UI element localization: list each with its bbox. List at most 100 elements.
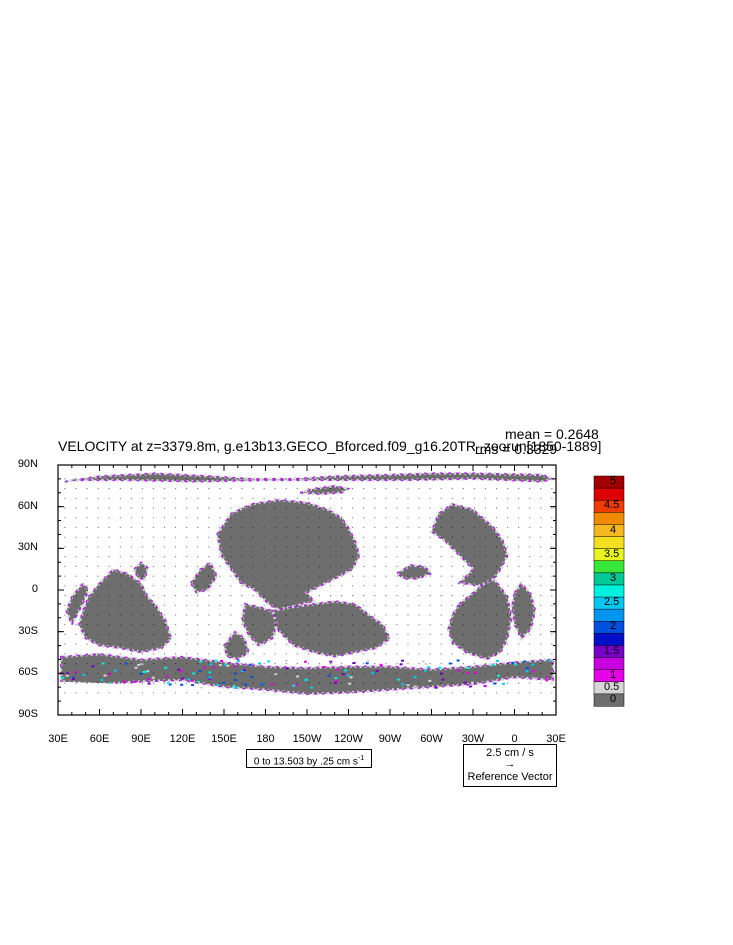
vector-arrow xyxy=(419,624,420,625)
vector-arrow xyxy=(441,508,442,509)
vector-arrow xyxy=(241,488,242,489)
vector-arrow xyxy=(131,634,132,635)
vector-arrow xyxy=(241,653,242,654)
vector-arrow xyxy=(452,546,453,547)
vector-arrow xyxy=(407,498,408,499)
vector-arrow xyxy=(153,488,154,489)
vector-arrow xyxy=(109,614,110,615)
vector-arrow xyxy=(109,508,110,509)
vector-arrow xyxy=(75,644,76,645)
vector-arrow xyxy=(175,537,176,538)
southern-ocean-speckle xyxy=(167,682,170,684)
vector-arrow xyxy=(496,527,497,528)
vector-arrow xyxy=(286,644,287,645)
vector-arrow xyxy=(496,566,497,567)
vector-arrow xyxy=(297,653,298,654)
vector-arrow xyxy=(275,673,276,674)
vector-arrow xyxy=(385,498,386,499)
vector-arrow xyxy=(441,614,442,615)
colorbar-label: 1.5 xyxy=(604,645,619,657)
vector-arrow xyxy=(396,614,397,615)
vector-arrow xyxy=(275,488,276,489)
vector-arrow xyxy=(518,576,519,577)
vector-arrow xyxy=(463,537,464,538)
vector-arrow xyxy=(297,576,298,577)
vector-arrow xyxy=(164,537,165,538)
vector-arrow xyxy=(253,653,254,654)
vector-arrow xyxy=(496,634,497,635)
colorbar-swatch xyxy=(594,658,624,670)
southern-ocean-speckle xyxy=(496,660,499,662)
vector-arrow xyxy=(208,683,209,684)
vector-arrow xyxy=(75,498,76,499)
vector-arrow xyxy=(430,653,431,654)
vector-arrow xyxy=(308,498,309,499)
vector-arrow xyxy=(219,663,220,664)
colorbar-swatch xyxy=(594,512,624,524)
vector-arrow xyxy=(474,517,475,518)
vector-arrow xyxy=(485,478,486,479)
vector-arrow xyxy=(208,585,209,586)
vector-arrow xyxy=(175,653,176,654)
vector-arrow xyxy=(352,653,353,654)
vector-arrow xyxy=(197,585,198,586)
vector-arrow xyxy=(86,663,87,664)
vector-arrow xyxy=(109,653,110,654)
southern-ocean-speckle xyxy=(422,660,425,662)
vector-arrow xyxy=(419,653,420,654)
vector-arrow xyxy=(131,556,132,557)
vector-arrow xyxy=(286,605,287,606)
vector-arrow xyxy=(474,624,475,625)
vector-arrow xyxy=(131,488,132,489)
vector-arrow xyxy=(430,624,431,625)
vector-arrow xyxy=(474,508,475,509)
vector-arrow xyxy=(264,527,265,528)
vector-arrow xyxy=(275,634,276,635)
vector-arrow xyxy=(98,634,99,635)
vector-arrow xyxy=(86,498,87,499)
vector-arrow xyxy=(275,566,276,567)
vector-arrow xyxy=(507,517,508,518)
vector-arrow xyxy=(109,644,110,645)
vector-arrow xyxy=(286,478,287,479)
vector-arrow xyxy=(153,585,154,586)
vector-arrow xyxy=(396,517,397,518)
contour-info-text: 0 to 13.503 by .25 cm s xyxy=(254,756,358,767)
vector-arrow xyxy=(330,605,331,606)
southern-ocean-speckle xyxy=(180,670,183,672)
vector-arrow xyxy=(175,663,176,664)
vector-arrow xyxy=(275,517,276,518)
vector-arrow xyxy=(64,692,65,693)
vector-arrow xyxy=(264,478,265,479)
vector-arrow xyxy=(86,653,87,654)
vector-arrow xyxy=(496,605,497,606)
vector-arrow xyxy=(297,478,298,479)
vector-arrow xyxy=(275,683,276,684)
vector-arrow xyxy=(153,673,154,674)
vector-arrow xyxy=(175,683,176,684)
vector-arrow xyxy=(529,537,530,538)
vector-arrow xyxy=(86,546,87,547)
vector-arrow xyxy=(551,498,552,499)
vector-arrow xyxy=(540,546,541,547)
vector-arrow xyxy=(452,614,453,615)
colorbar-label: 1 xyxy=(610,669,616,681)
vector-arrow xyxy=(64,576,65,577)
vector-arrow xyxy=(98,576,99,577)
vector-arrow xyxy=(419,478,420,479)
vector-arrow xyxy=(529,595,530,596)
southern-ocean-speckle xyxy=(531,664,534,666)
vector-arrow xyxy=(297,692,298,693)
vector-arrow xyxy=(75,508,76,509)
southern-ocean-speckle xyxy=(104,675,107,677)
vector-arrow xyxy=(109,595,110,596)
vector-arrow xyxy=(518,546,519,547)
vector-arrow xyxy=(330,488,331,489)
vector-arrow xyxy=(131,614,132,615)
vector-arrow xyxy=(419,546,420,547)
vector-arrow xyxy=(286,576,287,577)
vector-arrow xyxy=(308,556,309,557)
vector-arrow xyxy=(197,605,198,606)
vector-arrow xyxy=(264,663,265,664)
vector-arrow xyxy=(75,634,76,635)
